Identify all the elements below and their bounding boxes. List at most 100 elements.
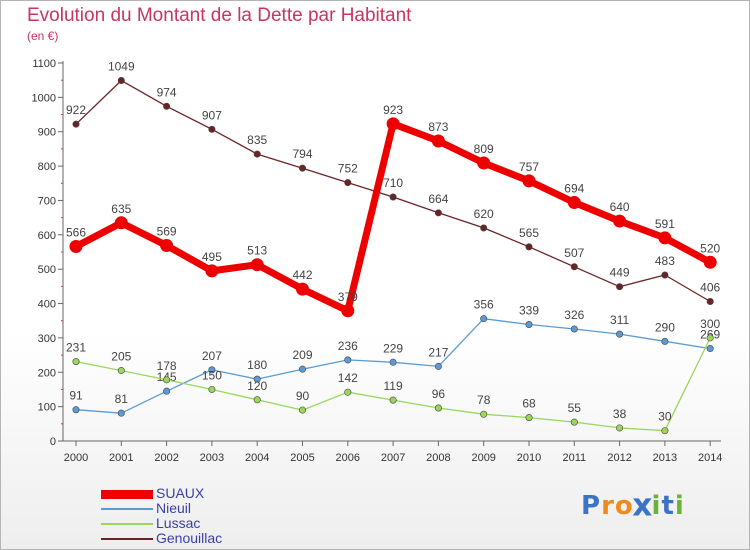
data-point	[658, 231, 672, 245]
data-point	[525, 414, 533, 422]
x-tick-label: 2008	[426, 452, 450, 464]
data-label: 449	[610, 266, 630, 280]
legend-item-genouillac: Genouillac	[101, 530, 321, 546]
data-point	[389, 358, 397, 366]
x-tick-label: 2014	[698, 452, 722, 464]
data-point	[567, 196, 581, 210]
y-tick-label: 500	[38, 264, 56, 276]
data-point	[386, 117, 400, 131]
y-tick-label: 100	[38, 402, 56, 414]
data-label: 442	[292, 268, 312, 282]
y-tick-label: 1000	[32, 92, 56, 104]
chart-legend: SUAUX Nieuil Lussac Genouillac	[101, 485, 321, 546]
legend-swatch	[101, 508, 153, 510]
x-tick-label: 2010	[517, 452, 541, 464]
data-label: 78	[477, 393, 491, 407]
data-point	[114, 216, 128, 230]
data-point	[613, 214, 627, 228]
data-point	[298, 164, 306, 172]
data-label: 217	[428, 345, 448, 359]
data-label: 1049	[108, 60, 135, 74]
data-label: 794	[292, 147, 312, 161]
x-tick-label: 2001	[109, 452, 133, 464]
data-point	[117, 367, 125, 375]
data-label: 922	[66, 103, 86, 117]
data-label: 513	[247, 244, 267, 258]
y-tick-label: 600	[38, 230, 56, 242]
x-tick-label: 2004	[245, 452, 269, 464]
data-label: 119	[384, 379, 403, 393]
x-tick-label: 2012	[607, 452, 631, 464]
data-label: 569	[157, 224, 177, 238]
data-point	[253, 375, 261, 383]
data-label: 205	[111, 350, 131, 364]
data-label: 207	[202, 349, 222, 363]
data-label: 809	[474, 142, 494, 156]
data-label: 507	[564, 246, 584, 260]
data-label: 209	[292, 348, 312, 362]
data-label: 30	[658, 410, 672, 424]
y-tick-label: 800	[38, 161, 56, 173]
data-point	[706, 297, 714, 305]
data-point	[208, 385, 216, 393]
data-point	[163, 387, 171, 395]
data-label: 635	[111, 202, 131, 216]
data-label: 90	[296, 389, 310, 403]
data-point	[570, 263, 578, 271]
data-point	[163, 102, 171, 110]
data-label: 694	[564, 182, 584, 196]
data-label: 907	[202, 108, 222, 122]
data-point	[341, 304, 355, 318]
y-tick-label: 1100	[32, 58, 56, 70]
legend-label: Lussac	[156, 515, 201, 531]
data-point	[298, 406, 306, 414]
data-label: 55	[568, 401, 582, 415]
legend-swatch	[101, 489, 153, 499]
data-point	[477, 156, 491, 170]
data-point	[160, 238, 174, 252]
data-point	[616, 330, 624, 338]
data-label: 96	[432, 387, 446, 401]
data-label: 300	[700, 317, 720, 331]
data-point	[205, 264, 219, 278]
legend-swatch	[101, 538, 153, 540]
data-label: 290	[655, 320, 675, 334]
legend-item-lussac: Lussac	[101, 515, 321, 531]
legend-label: Genouillac	[156, 530, 223, 546]
data-point	[706, 334, 714, 342]
data-label: 150	[202, 368, 222, 382]
y-tick-label: 400	[38, 299, 56, 311]
data-label: 229	[383, 341, 403, 355]
y-tick-label: 300	[38, 333, 56, 345]
data-label: 231	[66, 341, 86, 355]
data-point	[298, 365, 306, 373]
data-label: 664	[428, 192, 448, 206]
legend-label: Nieuil	[156, 500, 192, 516]
data-point	[163, 376, 171, 384]
data-point	[570, 418, 578, 426]
data-label: 68	[522, 397, 536, 411]
data-label: 120	[247, 379, 267, 393]
data-label: 236	[338, 339, 358, 353]
data-label: 326	[564, 308, 584, 322]
data-label: 591	[655, 217, 675, 231]
data-point	[525, 243, 533, 251]
data-point	[706, 345, 714, 353]
data-label: 620	[474, 207, 494, 221]
data-point	[525, 321, 533, 329]
legend-item-nieuil: Nieuil	[101, 500, 321, 516]
x-tick-label: 2011	[562, 452, 586, 464]
x-tick-label: 2009	[471, 452, 495, 464]
data-label: 565	[519, 226, 539, 240]
x-tick-label: 2003	[200, 452, 224, 464]
data-point	[616, 283, 624, 291]
data-point	[434, 362, 442, 370]
data-label: 178	[157, 359, 177, 373]
data-label: 81	[115, 392, 129, 406]
legend-swatch	[101, 523, 153, 525]
data-point	[344, 179, 352, 187]
data-point	[661, 427, 669, 435]
chart-subtitle: (en €)	[27, 29, 59, 43]
